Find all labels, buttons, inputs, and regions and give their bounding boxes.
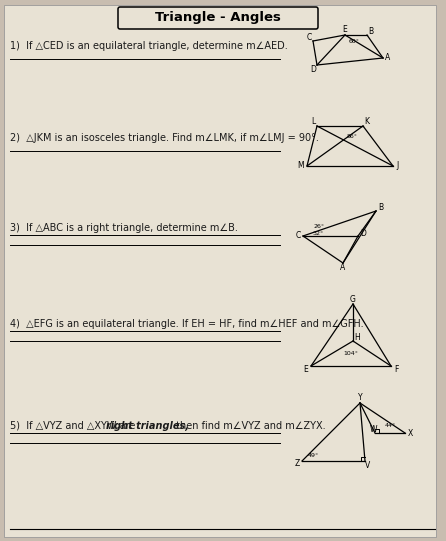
Text: X: X — [407, 428, 413, 438]
Text: C: C — [295, 232, 301, 241]
Text: B: B — [379, 203, 384, 213]
Text: Z: Z — [294, 459, 300, 469]
Text: Triangle - Angles: Triangle - Angles — [155, 11, 281, 24]
Text: 3)  If △ABC is a right triangle, determine m∠B.: 3) If △ABC is a right triangle, determin… — [10, 223, 238, 233]
Text: M: M — [297, 162, 304, 170]
FancyBboxPatch shape — [118, 7, 318, 29]
Text: 26°: 26° — [313, 224, 324, 229]
Text: 2)  △JKM is an isosceles triangle. Find m∠LMK, if m∠LMJ = 90°.: 2) △JKM is an isosceles triangle. Find m… — [10, 133, 319, 143]
Text: C: C — [306, 32, 312, 42]
Text: 104°: 104° — [343, 351, 358, 356]
Text: 44°: 44° — [385, 423, 396, 428]
Text: A: A — [340, 263, 346, 273]
Text: D: D — [360, 229, 366, 239]
Text: H: H — [354, 333, 360, 341]
Text: B: B — [368, 27, 374, 36]
Text: Y: Y — [358, 393, 362, 403]
Text: 60°: 60° — [349, 39, 360, 44]
Text: F: F — [394, 365, 398, 373]
Text: D: D — [310, 64, 316, 74]
Text: V: V — [365, 460, 371, 470]
Text: right triangles,: right triangles, — [106, 421, 189, 431]
Text: K: K — [364, 116, 369, 126]
Text: 1)  If △CED is an equilateral triangle, determine m∠AED.: 1) If △CED is an equilateral triangle, d… — [10, 41, 288, 51]
Text: G: G — [350, 294, 356, 304]
Text: 4)  △EFG is an equilateral triangle. If EH = HF, find m∠HEF and m∠GFH.: 4) △EFG is an equilateral triangle. If E… — [10, 319, 363, 329]
Text: A: A — [385, 54, 391, 63]
Text: J: J — [397, 162, 399, 170]
Text: W: W — [369, 425, 377, 433]
Text: 86°: 86° — [347, 134, 358, 139]
Text: E: E — [304, 365, 308, 373]
Text: 5)  If △VYZ and △XYW are: 5) If △VYZ and △XYW are — [10, 421, 139, 431]
Text: then find m∠VYZ and m∠ZYX.: then find m∠VYZ and m∠ZYX. — [173, 421, 325, 431]
Text: E: E — [343, 25, 347, 35]
Text: 32°: 32° — [313, 231, 324, 236]
Text: L: L — [311, 116, 315, 126]
Text: 49°: 49° — [308, 453, 319, 458]
